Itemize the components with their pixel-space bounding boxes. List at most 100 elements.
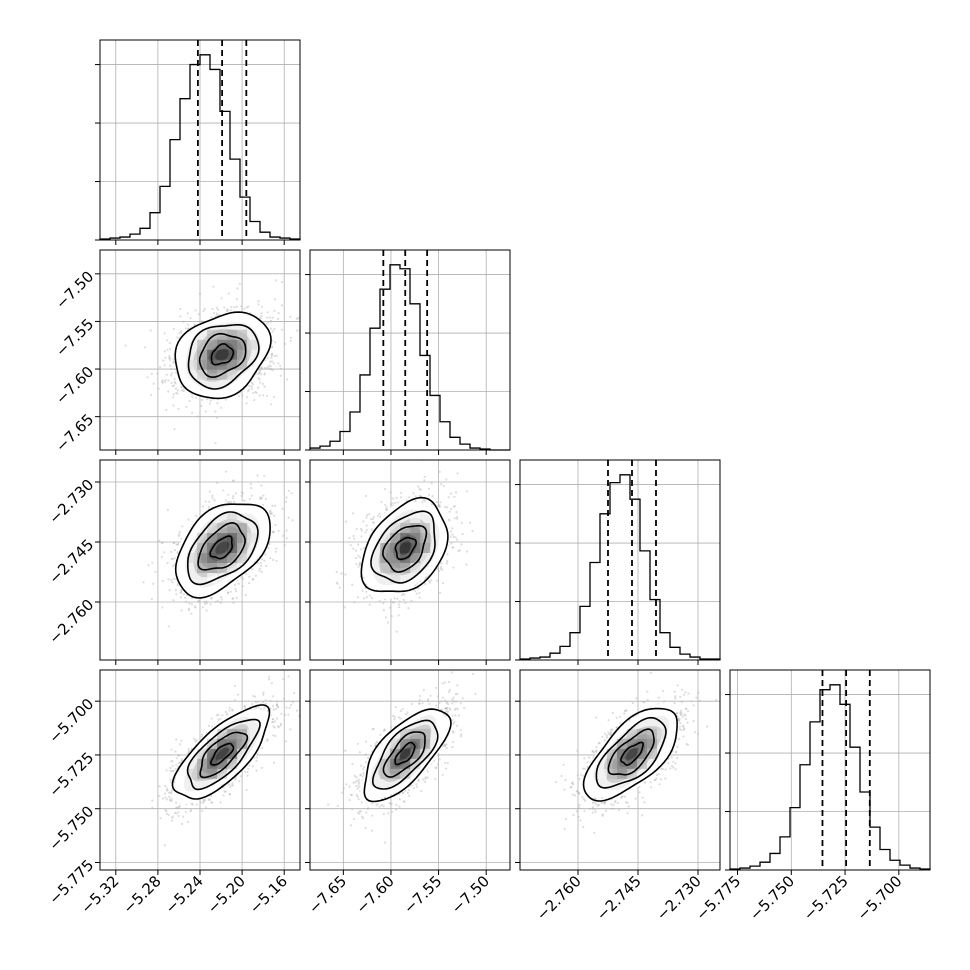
scatter-point xyxy=(363,597,366,600)
contour-line xyxy=(394,536,418,561)
scatter-point xyxy=(264,497,267,501)
scatter-point xyxy=(272,718,275,721)
scatter-point xyxy=(269,320,272,323)
density-cell xyxy=(410,523,421,533)
scatter-point xyxy=(200,404,203,408)
scatter-point xyxy=(366,807,369,811)
scatter-point xyxy=(340,572,343,575)
scatter-point xyxy=(367,756,370,760)
scatter-point xyxy=(175,543,178,546)
scatter-point xyxy=(234,777,237,780)
scatter-point xyxy=(220,595,223,599)
scatter-point xyxy=(284,500,288,503)
scatter-point xyxy=(265,367,268,370)
scatter-point xyxy=(234,492,238,495)
scatter-point xyxy=(281,281,284,284)
scatter-point xyxy=(446,710,449,713)
scatter-point xyxy=(262,394,265,397)
scatter-point xyxy=(232,601,235,604)
scatter-point xyxy=(234,587,237,591)
scatter-point xyxy=(275,717,279,720)
scatter-point xyxy=(263,474,266,477)
density-cell xyxy=(410,563,421,573)
scatter-point xyxy=(370,597,373,600)
scatter-point xyxy=(166,348,169,351)
scatter-point xyxy=(445,478,448,481)
scatter-panel-4-1 xyxy=(95,669,301,875)
scatter-point xyxy=(284,713,287,716)
scatter-point xyxy=(452,566,455,569)
scatter-point xyxy=(236,287,239,290)
scatter-point xyxy=(372,521,375,524)
scatter-point xyxy=(355,779,359,783)
density-cell xyxy=(237,339,248,350)
scatter-point xyxy=(610,730,613,734)
scatter-point xyxy=(194,739,198,742)
scatter-point xyxy=(449,492,453,495)
scatter-point xyxy=(439,567,443,570)
scatter-point xyxy=(408,496,411,499)
scatter-point xyxy=(445,707,448,710)
scatter-point xyxy=(350,793,353,797)
scatter-point xyxy=(257,377,260,380)
scatter-point xyxy=(174,371,177,374)
scatter-point xyxy=(426,776,429,779)
scatter-point xyxy=(362,772,365,775)
scatter-point xyxy=(385,506,388,509)
scatter-point xyxy=(357,543,360,546)
scatter-point xyxy=(591,749,594,753)
density-cell xyxy=(227,563,238,573)
scatter-point xyxy=(357,778,360,781)
scatter-point xyxy=(357,782,360,785)
scatter-point xyxy=(179,307,182,311)
scatter-point xyxy=(274,341,277,344)
scatter-point xyxy=(268,510,272,513)
scatter-point xyxy=(182,389,185,393)
scatter-point xyxy=(199,801,202,804)
scatter-point xyxy=(254,574,257,577)
scatter-point xyxy=(257,303,260,306)
scatter-point xyxy=(172,393,175,396)
scatter-point xyxy=(259,497,262,500)
scatter-point xyxy=(179,743,182,746)
scatter-point xyxy=(239,775,242,778)
scatter-point xyxy=(452,722,455,725)
scatter-point xyxy=(349,544,352,547)
scatter-point xyxy=(356,795,359,798)
density-cell xyxy=(207,768,218,779)
scatter-point xyxy=(165,408,168,412)
scatter-point xyxy=(453,517,456,520)
scatter-point xyxy=(398,600,401,603)
scatter-point xyxy=(418,694,421,698)
scatter-point xyxy=(212,285,215,288)
scatter-point xyxy=(383,728,386,731)
scatter-point xyxy=(255,756,259,759)
density-cell xyxy=(207,369,218,380)
scatter-point xyxy=(203,307,206,311)
scatter-point xyxy=(415,592,418,595)
scatter-point xyxy=(180,591,183,594)
scatter-point xyxy=(259,562,262,565)
scatter-point xyxy=(436,763,440,766)
scatter-point xyxy=(364,753,367,756)
scatter-point xyxy=(258,567,261,570)
scatter-point xyxy=(271,530,274,534)
scatter-point xyxy=(172,404,175,407)
scatter-point xyxy=(454,693,457,696)
contour-line xyxy=(382,731,426,778)
scatter-point xyxy=(384,841,387,844)
scatter-point xyxy=(405,499,408,502)
scatter-point xyxy=(210,794,213,798)
scatter-point xyxy=(417,779,420,783)
panel-content xyxy=(335,460,474,633)
scatter-point xyxy=(451,718,454,722)
scatter-point xyxy=(256,474,259,477)
scatter-point xyxy=(391,601,394,604)
scatter-point xyxy=(290,703,293,707)
scatter-point xyxy=(202,310,205,313)
scatter-point xyxy=(227,493,230,496)
scatter-point xyxy=(161,380,164,383)
scatter-point xyxy=(456,684,459,687)
scatter-point xyxy=(597,742,600,745)
density-cell xyxy=(390,553,401,563)
